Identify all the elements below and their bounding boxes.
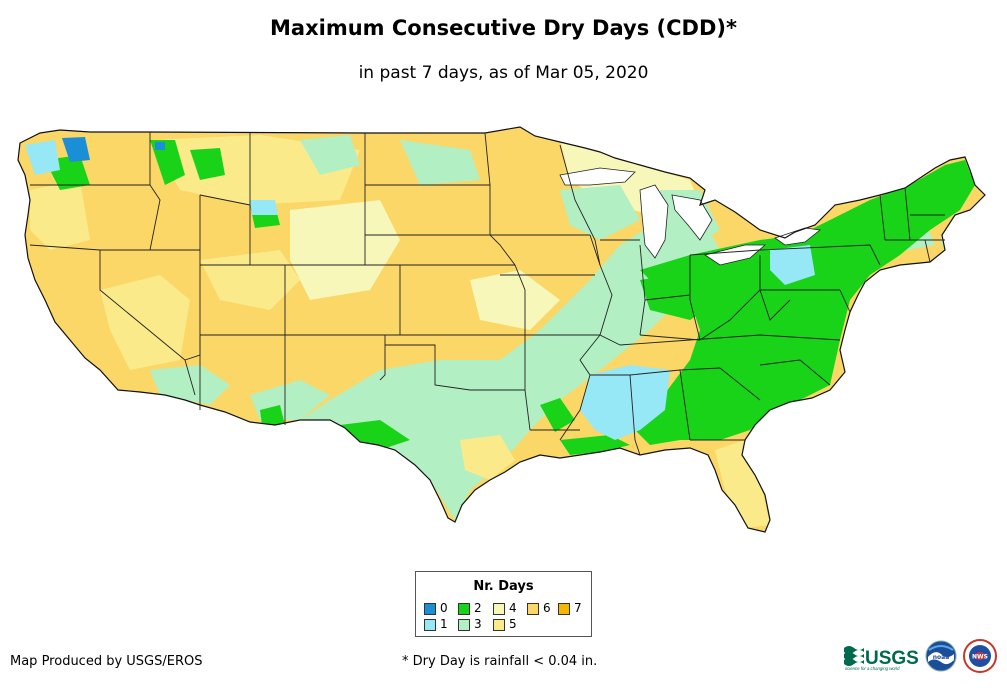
state-borders [29,132,945,456]
cdd-regions [18,127,985,532]
legend-swatch-7 [558,603,570,615]
map-subtitle: in past 7 days, as of Mar 05, 2020 [358,63,649,83]
legend-swatch-3 [458,619,470,631]
nws-logo-text: NWS [972,654,988,661]
noaa-logo: noaa [925,640,957,672]
legend-swatch-0 [424,603,436,615]
map-title: Maximum Consecutive Dry Days (CDD)* [270,16,737,40]
map-legend: Nr. Days 0 1 2 3 4 5 6 7 [415,571,592,637]
legend-swatch-5 [493,619,505,631]
legend-label-3: 3 [474,617,482,631]
legend-title: Nr. Days [473,579,534,594]
legend-label-4: 4 [509,601,517,615]
legend-swatch-6 [527,603,539,615]
legend-label-7: 7 [574,601,582,615]
legend-label-0: 0 [440,601,448,615]
map-credit: Map Produced by USGS/EROS [10,654,203,669]
usgs-logo: USGS science for a changing world [844,646,919,671]
great-lakes [559,167,821,266]
legend-label-1: 1 [440,617,448,631]
legend-swatch-1 [424,619,436,631]
nws-logo: NWS [963,639,997,673]
usgs-tagline: science for a changing world [845,666,900,671]
legend-label-6: 6 [543,601,551,615]
legend-label-5: 5 [509,617,517,631]
legend-label-2: 2 [474,601,482,615]
us-outline [17,126,986,533]
legend-swatch-4 [493,603,505,615]
legend-swatch-2 [458,603,470,615]
dry-day-footnote: * Dry Day is rainfall < 0.04 in. [402,654,598,669]
noaa-logo-text: noaa [933,654,950,661]
usgs-logo-text: USGS [865,648,919,669]
